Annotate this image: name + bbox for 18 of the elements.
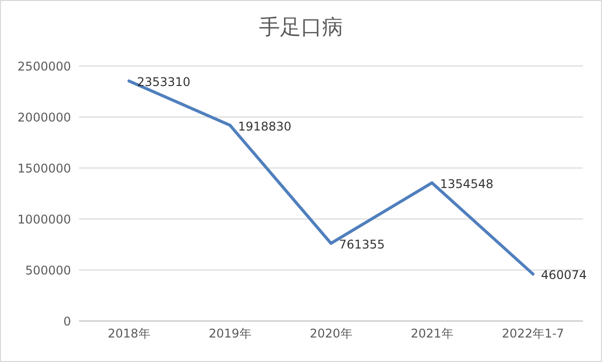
chart-title: 手足口病 (258, 14, 344, 41)
y-tick-label: 0 (63, 314, 71, 328)
x-tick-label: 2021年 (410, 326, 454, 341)
data-label: 1918830 (238, 119, 292, 134)
y-tick-label: 500000 (25, 263, 71, 278)
y-tick-label: 1000000 (18, 212, 71, 226)
y-tick-label: 2500000 (18, 59, 71, 74)
x-tick-label: 2018年 (108, 326, 150, 341)
y-tick-label: 2000000 (18, 110, 71, 124)
y-tick-label: 1500000 (18, 161, 71, 176)
x-tick-label: 2019年 (208, 326, 252, 341)
data-label: 1354548 (440, 176, 494, 191)
x-tick-label: 2022年1-7 (502, 326, 564, 341)
line-series (128, 79, 534, 276)
data-label: 460074 (541, 268, 587, 282)
x-tick-label: 2020年 (310, 326, 352, 341)
data-label: 2353310 (137, 74, 190, 89)
data-label: 761355 (339, 237, 385, 252)
